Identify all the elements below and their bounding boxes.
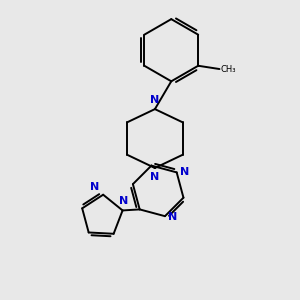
Text: N: N bbox=[150, 95, 160, 105]
Text: N: N bbox=[150, 172, 160, 182]
Text: N: N bbox=[90, 182, 99, 192]
Text: N: N bbox=[119, 196, 128, 206]
Text: CH₃: CH₃ bbox=[220, 64, 236, 74]
Text: N: N bbox=[180, 167, 189, 177]
Text: N: N bbox=[168, 212, 178, 222]
